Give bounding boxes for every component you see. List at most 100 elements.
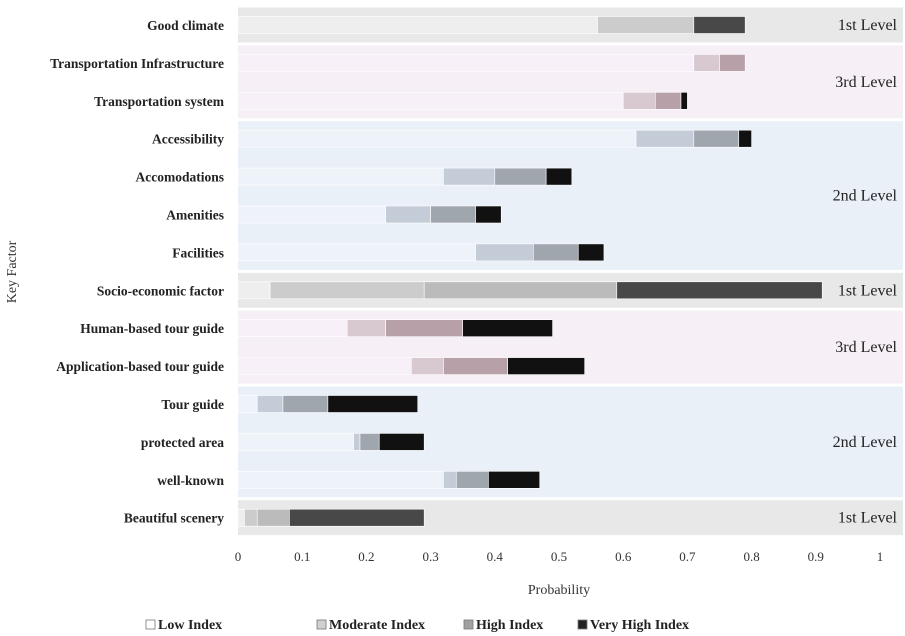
bar-12-moderate-index	[353, 433, 361, 451]
bar-10-low-index	[237, 357, 412, 375]
category-label-10: Application-based tour guide	[56, 359, 224, 374]
x-tick-label: 0.2	[358, 549, 374, 564]
bar-3-very-high-index	[680, 92, 688, 110]
x-axis-ticks: 0 0.1 0.2 0.3 0.4 0.5 0.6 0.7 0.8 0.9 1	[235, 549, 884, 564]
bar-4-very-high-index	[738, 129, 752, 148]
category-label-14: Beautiful scenery	[124, 511, 224, 526]
level-label-1: 1st Level	[838, 17, 898, 34]
bar-7-low-index	[237, 243, 476, 262]
bar-2-high-index	[719, 54, 746, 72]
category-label-13: well-known	[157, 473, 224, 488]
bar-8-moderate-index	[269, 281, 425, 300]
category-labels: Good climate Transportation Infrastructur…	[50, 18, 225, 526]
level-label-7: 1st Level	[838, 510, 898, 527]
bar-7-moderate-index	[475, 243, 534, 262]
category-label-12: protected area	[141, 435, 224, 450]
level-labels: 1st Level 3rd Level 2nd Level 1st Level 3rd …	[833, 17, 898, 527]
x-tick-label: 0.3	[422, 549, 438, 564]
bar-3-high-index	[654, 92, 682, 110]
category-label-7: Facilities	[172, 245, 224, 260]
level-bands	[238, 7, 903, 536]
bar-6-very-high-index	[475, 205, 502, 224]
legend-label-very-high-index: Very High Index	[590, 618, 689, 633]
bar-14-very-high-index	[289, 508, 425, 527]
category-label-1: Good climate	[147, 18, 224, 33]
x-tick-label: 0.8	[743, 549, 759, 564]
level-label-5: 3rd Level	[835, 339, 897, 356]
bar-13-very-high-index	[488, 470, 541, 489]
bar-12-high-index	[359, 433, 380, 451]
x-axis-title: Probability	[528, 583, 590, 598]
x-tick-label: 0.1	[294, 549, 310, 564]
bar-10-moderate-index	[411, 357, 444, 375]
bar-3-moderate-index	[622, 92, 656, 110]
legend-swatch-high-index	[463, 619, 474, 630]
bar-8-low-index	[237, 281, 271, 300]
bar-6-moderate-index	[385, 205, 431, 224]
category-label-8: Socio-economic factor	[97, 283, 224, 298]
category-label-2: Transportation Infrastructure	[50, 56, 224, 71]
bar-2-moderate-index	[693, 54, 720, 72]
bar-7-high-index	[533, 243, 579, 262]
x-tick-label: 0.7	[679, 549, 696, 564]
bar-4-moderate-index	[635, 129, 695, 148]
bar-5-moderate-index	[443, 167, 496, 186]
legend-label-moderate-index: Moderate Index	[329, 618, 425, 633]
legend-swatch-moderate-index	[316, 619, 327, 630]
legend: Low Index Moderate Index High Index Very Hi…	[145, 618, 689, 633]
bar-13-moderate-index	[443, 470, 457, 489]
bars	[237, 16, 823, 527]
bar-12-low-index	[237, 433, 354, 451]
bar-1-moderate-index	[597, 16, 695, 34]
x-tick-label: 0.6	[615, 549, 632, 564]
bar-9-very-high-index	[462, 319, 553, 338]
legend-swatch-low-index	[145, 619, 156, 630]
bar-10-very-high-index	[507, 357, 585, 375]
category-label-3: Transportation system	[94, 94, 225, 109]
x-tick-label: 0.9	[808, 549, 824, 564]
bar-8-very-high-index	[616, 281, 823, 300]
x-tick-label: 0.5	[551, 549, 567, 564]
bar-5-very-high-index	[545, 167, 573, 186]
category-label-11: Tour guide	[161, 397, 224, 412]
bar-6-low-index	[237, 205, 386, 224]
bar-3-low-index	[237, 92, 624, 110]
level-label-2: 3rd Level	[835, 74, 897, 91]
bar-5-low-index	[237, 167, 444, 186]
category-label-5: Accomodations	[136, 170, 225, 185]
bar-11-very-high-index	[327, 395, 419, 413]
bar-4-high-index	[693, 129, 740, 148]
legend-label-low-index: Low Index	[158, 618, 222, 633]
level-label-4: 1st Level	[838, 282, 898, 299]
bar-9-moderate-index	[346, 319, 386, 338]
bar-7-very-high-index	[577, 243, 605, 262]
category-label-6: Amenities	[166, 208, 224, 223]
bar-13-high-index	[455, 470, 489, 489]
legend-label-high-index: High Index	[476, 618, 543, 633]
bar-9-high-index	[385, 319, 464, 338]
bar-4-low-index	[237, 129, 637, 148]
bar-9-low-index	[237, 319, 348, 338]
bar-6-high-index	[430, 205, 476, 224]
y-axis-title: Key Factor	[5, 240, 20, 303]
bar-10-high-index	[443, 357, 508, 375]
category-label-9: Human-based tour guide	[80, 321, 224, 336]
bar-13-low-index	[237, 470, 444, 489]
bar-14-high-index	[256, 508, 290, 527]
x-tick-label: 0	[235, 549, 242, 564]
legend-swatch-very-high-index	[577, 619, 588, 630]
bar-5-high-index	[494, 167, 547, 186]
level-label-6: 2nd Level	[833, 434, 898, 451]
bar-1-low-index	[237, 16, 598, 34]
bar-14-low-index	[237, 508, 245, 527]
x-tick-label: 0.4	[487, 549, 504, 564]
bar-11-high-index	[282, 395, 329, 413]
level-label-3: 2nd Level	[833, 188, 898, 205]
bar-8-high-index	[423, 281, 618, 300]
bar-11-low-index	[237, 395, 258, 413]
bar-12-very-high-index	[378, 433, 425, 451]
x-tick-label: 1	[877, 549, 884, 564]
bar-2-low-index	[237, 54, 695, 72]
bar-11-moderate-index	[256, 395, 284, 413]
